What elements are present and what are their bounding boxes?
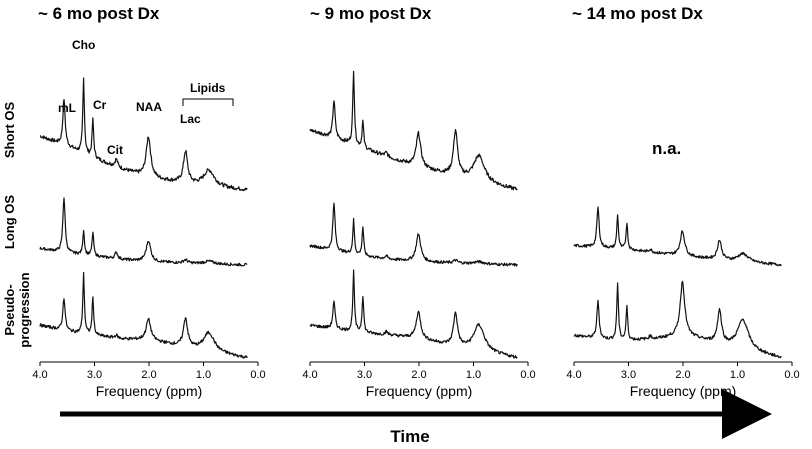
x-axis-label: Frequency (ppm) [366,383,473,399]
x-tick-label: 0.0 [784,369,799,381]
row-label-progression: progression [17,272,32,347]
column-title-14mo: ~ 14 mo post Dx [572,4,703,23]
column-title-6mo: ~ 6 mo post Dx [38,4,160,23]
x-tick-label: 2.0 [411,369,426,381]
lipids-bracket [182,98,234,106]
x-tick-label: 1.0 [730,369,745,381]
peak-label-cr: Cr [93,98,107,112]
spectra-group [39,70,782,359]
x-tick-label: 3.0 [621,369,636,381]
x-tick-label: 1.0 [466,369,481,381]
column-title-9mo: ~ 9 mo post Dx [310,4,432,23]
x-tick-label: 0.0 [520,369,535,381]
spectrum-line-c2-r1 [573,206,782,267]
x-axis-label: Frequency (ppm) [96,383,203,399]
spectrum-line-c2-r2 [573,280,782,359]
x-axis-label: Frequency (ppm) [630,383,737,399]
spectrum-line-c1-r0 [309,70,518,191]
spectrum-line-c0-r2 [39,271,248,359]
x-tick-label: 4.0 [302,369,317,381]
x-tick-label: 2.0 [141,369,156,381]
row-label-long-os: Long OS [2,195,17,249]
peak-label-ml: mL [58,101,76,115]
spectrum-line-c0-r0 [39,77,248,192]
peak-label-naa: NAA [136,100,162,114]
x-tick-label: 4.0 [566,369,581,381]
spectrum-line-c0-r1 [39,197,248,267]
peak-label-lipids: Lipids [190,81,226,95]
x-tick-label: 4.0 [32,369,47,381]
axes-group: 4.0 3.0 2.0 1.0 0.0 Frequency (ppm) 4.0 3.0 2.0 1… [32,361,800,399]
row-label-pseudo: Pseudo- [2,284,17,335]
x-tick-label: 3.0 [87,369,102,381]
x-tick-label: 2.0 [675,369,690,381]
time-label: Time [390,427,429,444]
x-tick-label: 1.0 [196,369,211,381]
spectrum-line-c1-r2 [309,269,518,359]
peak-label-cho: Cho [72,38,95,52]
x-tick-label: 0.0 [250,369,265,381]
peak-label-lac: Lac [180,112,201,126]
not-available-label: n.a. [652,139,681,158]
spectrum-line-c1-r1 [309,202,518,267]
peak-label-cit: Cit [107,143,123,157]
x-tick-label: 3.0 [357,369,372,381]
row-label-short-os: Short OS [2,102,17,159]
